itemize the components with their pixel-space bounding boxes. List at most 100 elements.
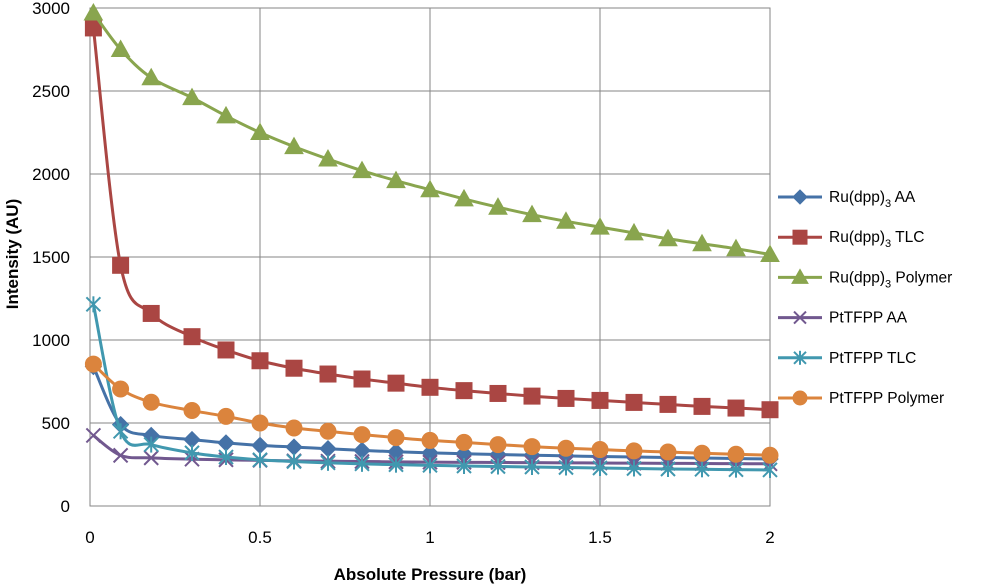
data-point-pttfpp-polymer (625, 442, 643, 460)
legend-label: Ru(dpp)3 Polymer (829, 269, 952, 290)
data-point-ru-dpp-3-polymer (624, 222, 644, 241)
x-tick-label: 0.5 (248, 528, 272, 547)
series-ru-dpp-3-polymer (83, 2, 780, 263)
x-tick-label: 0 (85, 528, 94, 547)
y-tick-label: 2500 (32, 82, 70, 101)
legend: Ru(dpp)3 AA Ru(dpp)3 TLC Ru(dpp)3 Polymer P… (778, 189, 952, 407)
data-point-ru-dpp-3-polymer (420, 179, 440, 198)
data-point-pttfpp-polymer (693, 444, 711, 462)
data-point-ru-dpp-3-polymer (692, 233, 712, 252)
series-pttfpp-polymer (84, 355, 779, 464)
data-point-pttfpp-polymer (591, 441, 609, 459)
data-point-ru-dpp-3-polymer (488, 197, 508, 215)
data-point-ru-dpp-3-polymer (216, 105, 236, 124)
x-tick-label: 2 (765, 528, 774, 547)
data-point-pttfpp-polymer (112, 380, 130, 398)
data-point-pttfpp-polymer (142, 393, 160, 411)
data-point-ru-dpp-3-tlc (659, 395, 677, 413)
legend-marker (792, 229, 808, 245)
data-point-ru-dpp-3-polymer (182, 87, 202, 106)
data-point-ru-dpp-3-tlc (693, 397, 711, 415)
legend-marker (792, 390, 808, 406)
data-point-ru-dpp-3-tlc (489, 384, 507, 402)
data-point-ru-dpp-3-tlc (183, 328, 201, 346)
data-point-ru-dpp-3-tlc (353, 370, 371, 388)
data-point-ru-dpp-3-polymer (110, 39, 131, 57)
legend-item-ru-dpp-3-tlc: Ru(dpp)3 TLC (778, 229, 924, 250)
data-point-pttfpp-tlc (354, 455, 370, 472)
data-point-pttfpp-tlc (286, 453, 302, 470)
data-point-pttfpp-tlc (218, 449, 234, 466)
data-point-ru-dpp-3-polymer (318, 149, 338, 167)
data-point-pttfpp-polymer (557, 439, 575, 457)
data-point-ru-dpp-3-polymer (726, 238, 746, 257)
data-point-pttfpp-tlc (490, 458, 506, 475)
data-point-ru-dpp-3-tlc (557, 389, 575, 407)
x-axis-title: Absolute Pressure (bar) (334, 565, 527, 584)
data-point-ru-dpp-3-tlc (319, 365, 337, 383)
data-point-ru-dpp-3-polymer (352, 160, 372, 179)
data-point-pttfpp-tlc (558, 459, 574, 476)
legend-item-pttfpp-tlc: PtTFPP TLC (778, 350, 916, 367)
data-point-pttfpp-aa-stroke (112, 447, 129, 464)
y-axis-title: Intensity (AU) (3, 199, 22, 310)
data-point-pttfpp-polymer (84, 355, 102, 373)
data-point-pttfpp-polymer (183, 402, 201, 420)
data-point-pttfpp-tlc (422, 457, 438, 474)
data-point-pttfpp-tlc (184, 444, 200, 461)
legend-marker (791, 268, 809, 284)
data-point-pttfpp-tlc (112, 423, 129, 440)
data-point-ru-dpp-3-tlc (455, 382, 473, 400)
data-point-pttfpp-polymer (659, 443, 677, 461)
data-point-ru-dpp-3-tlc (142, 304, 160, 322)
data-point-pttfpp-tlc (85, 296, 102, 313)
y-tick-label: 1000 (32, 331, 70, 350)
data-point-pttfpp-tlc (524, 458, 540, 475)
data-point-pttfpp-polymer (727, 445, 745, 463)
series-ru-dpp-3-tlc (84, 19, 779, 419)
y-tick-label: 0 (61, 497, 70, 516)
data-point-pttfpp-tlc (320, 454, 336, 471)
data-point-pttfpp-tlc (762, 461, 778, 478)
data-point-ru-dpp-3-tlc (285, 359, 303, 377)
data-point-ru-dpp-3-tlc (112, 256, 130, 274)
data-point-ru-dpp-3-polymer (760, 244, 780, 263)
axes: 0 500 1000 1500 2000 2500 3000 0 0.5 1 1.5 2 (32, 0, 775, 547)
data-point-ru-dpp-3-tlc (387, 374, 405, 392)
data-point-ru-dpp-3-tlc (727, 399, 745, 417)
data-point-pttfpp-tlc (456, 457, 472, 474)
data-point-pttfpp-tlc (388, 456, 404, 473)
data-point-ru-dpp-3-tlc (217, 341, 235, 359)
data-point-pttfpp-tlc (660, 460, 676, 477)
data-point-pttfpp-polymer (387, 429, 405, 447)
data-point-ru-dpp-3-tlc (625, 393, 643, 411)
data-point-pttfpp-tlc (728, 461, 744, 478)
data-point-pttfpp-tlc (143, 436, 159, 453)
data-point-pttfpp-tlc (592, 459, 608, 476)
legend-item-pttfpp-polymer: PtTFPP Polymer (778, 390, 944, 407)
data-point-pttfpp-polymer (217, 407, 235, 425)
data-point-pttfpp-aa (112, 447, 129, 464)
data-point-pttfpp-tlc (694, 461, 710, 478)
data-point-ru-dpp-3-polymer (556, 211, 576, 229)
data-point-pttfpp-aa-stroke (143, 450, 159, 466)
data-point-ru-dpp-3-tlc (591, 391, 609, 409)
data-point-pttfpp-polymer (421, 431, 439, 449)
legend-marker (793, 310, 807, 325)
data-point-pttfpp-polymer (455, 433, 473, 451)
data-point-ru-dpp-3-polymer (590, 217, 610, 235)
y-tick-label: 2000 (32, 165, 70, 184)
legend-marker (792, 189, 808, 205)
data-point-pttfpp-polymer (353, 426, 371, 444)
y-tick-label: 1500 (32, 248, 70, 267)
y-tick-label: 500 (42, 414, 70, 433)
data-point-pttfpp-polymer (761, 446, 779, 464)
legend-label: PtTFPP TLC (829, 350, 916, 367)
legend-item-ru-dpp-3-polymer: Ru(dpp)3 Polymer (778, 268, 952, 290)
data-point-pttfpp-tlc (626, 460, 642, 477)
data-point-ru-dpp-3-polymer (284, 136, 304, 155)
data-point-pttfpp-aa (85, 427, 102, 444)
legend-marker (793, 350, 807, 365)
